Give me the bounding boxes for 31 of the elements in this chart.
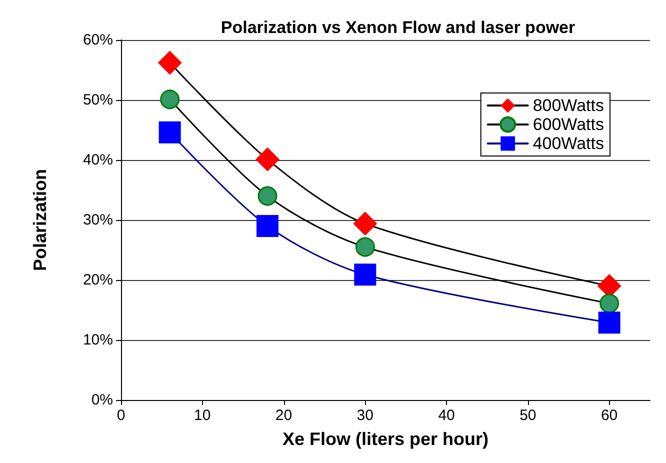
x-tick-label: 50	[520, 407, 536, 424]
x-tick-label: 60	[600, 407, 618, 424]
x-tick-label: 20	[275, 407, 292, 424]
point	[353, 212, 378, 236]
x-tick-label: 10	[194, 407, 211, 424]
point	[160, 90, 180, 110]
point	[355, 237, 375, 257]
y-tick-label: 0%	[91, 392, 113, 408]
point	[158, 50, 182, 75]
y-tick-label: 40%	[82, 152, 113, 168]
x-tick-label: 30	[356, 407, 374, 424]
y-tick-label: 30%	[82, 212, 113, 228]
point	[256, 215, 278, 237]
point	[258, 186, 278, 206]
x-tick-label: 0	[116, 407, 126, 424]
chart-title: Polarization vs Xenon Flow and laser power	[220, 18, 576, 37]
y-tick-label: 50%	[82, 92, 113, 108]
point	[354, 264, 376, 286]
x-tick-label: 40	[438, 407, 455, 424]
point	[598, 312, 620, 334]
y-axis-title: Polarization	[30, 168, 50, 272]
point	[158, 121, 181, 144]
legend-label: 600Watts	[532, 115, 604, 134]
point	[255, 147, 280, 172]
x-axis-title: Xe Flow (liters per hour)	[282, 429, 489, 449]
y-tick-label: 10%	[82, 332, 113, 348]
legend-label: 800Watts	[532, 96, 604, 115]
y-tick-label: 60%	[82, 32, 113, 48]
legend-label: 400Watts	[532, 134, 604, 153]
point	[600, 294, 620, 314]
y-tick-label: 20%	[82, 272, 113, 288]
